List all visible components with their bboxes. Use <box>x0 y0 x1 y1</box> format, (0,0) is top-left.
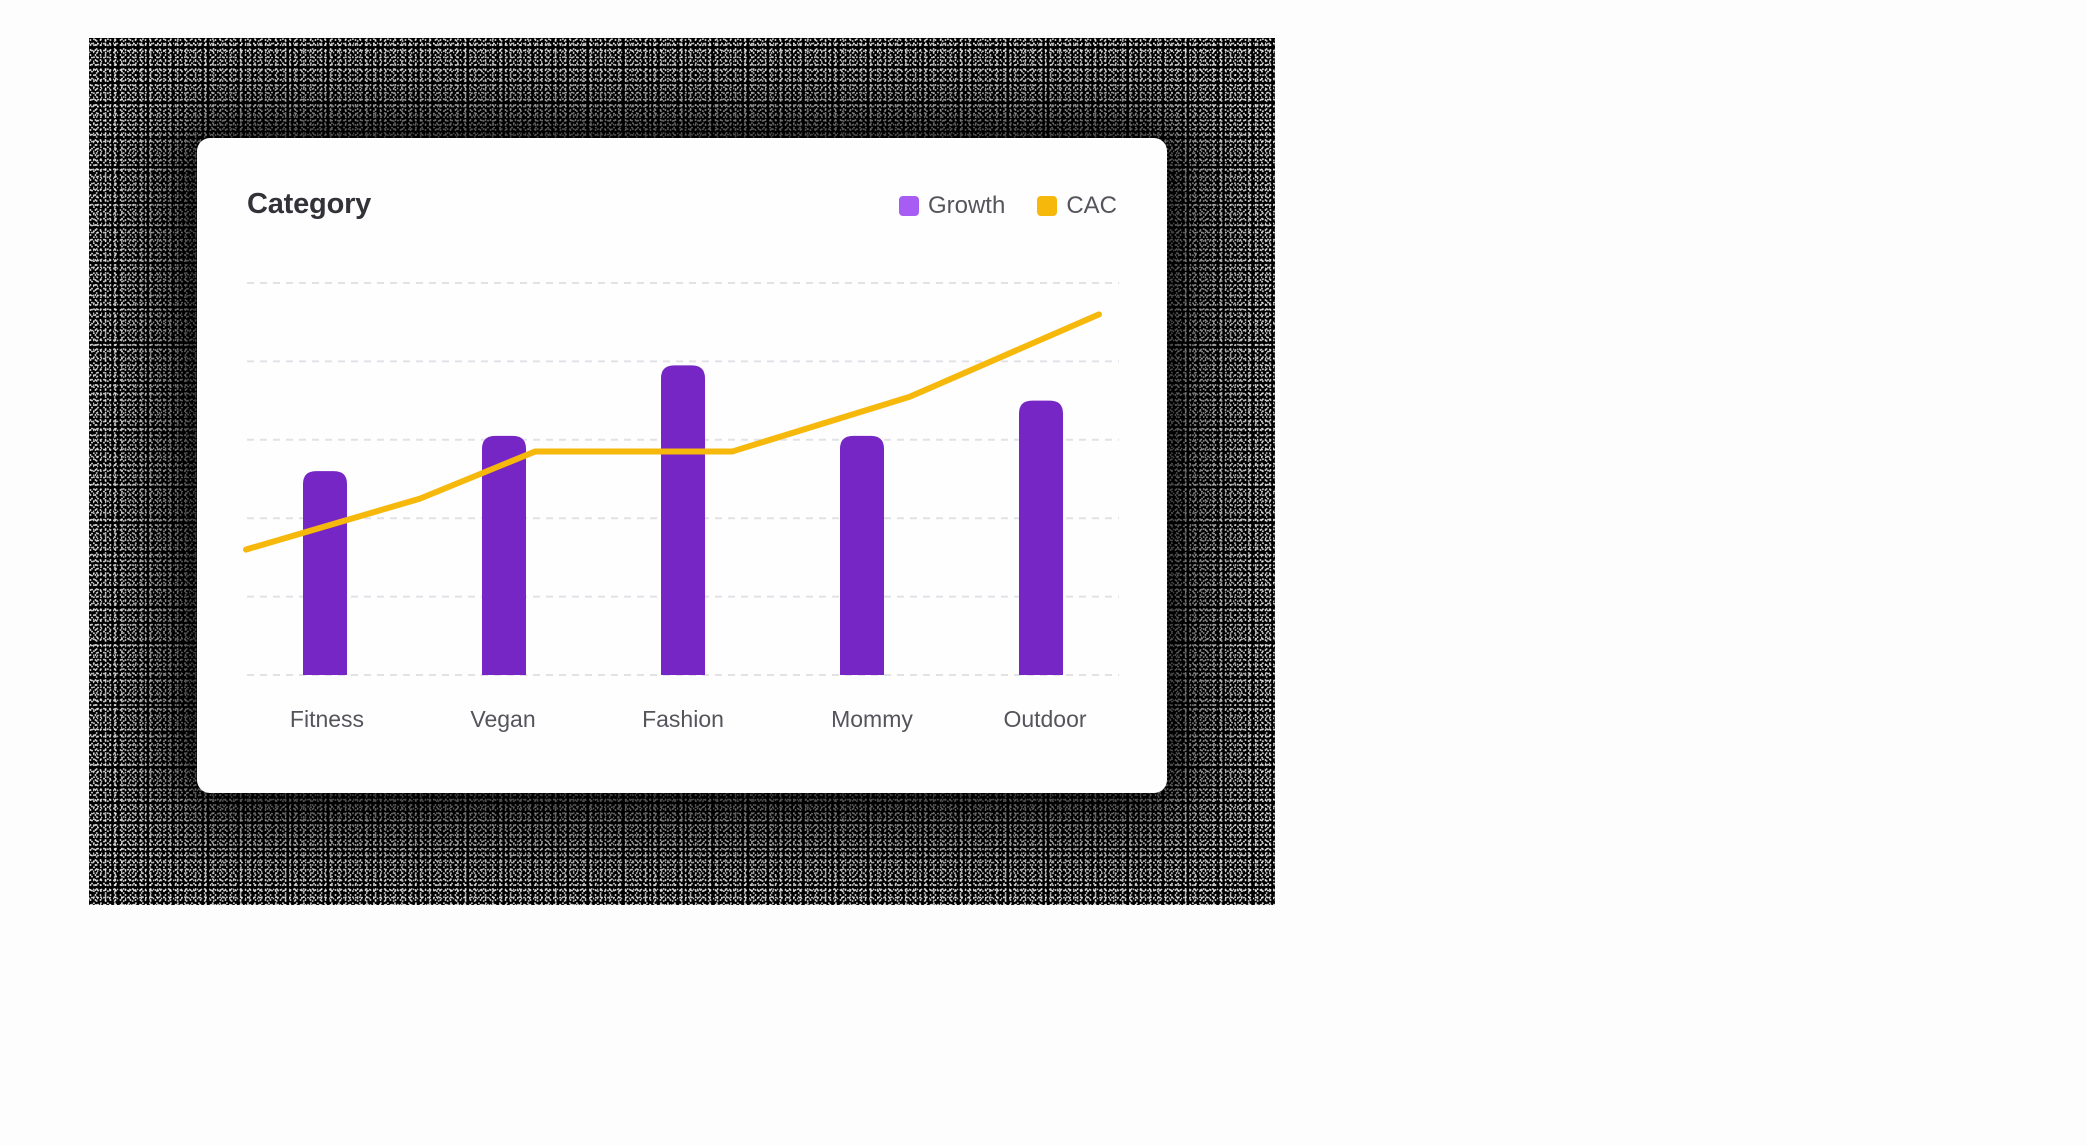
growth-bar-outdoor[interactable] <box>1019 400 1063 675</box>
x-label-outdoor: Outdoor <box>1003 706 1087 732</box>
legend-item-cac[interactable]: CAC <box>1037 194 1117 218</box>
legend-label-growth: Growth <box>927 192 1006 219</box>
x-label-vegan: Vegan <box>470 706 536 732</box>
x-label-fitness: Fitness <box>289 706 365 732</box>
legend-label-cac: CAC <box>1066 192 1117 219</box>
growth-bar-fashion[interactable] <box>661 365 705 675</box>
chart-legend: Growth CAC <box>898 192 1117 219</box>
gridlines <box>247 282 1119 676</box>
growth-bar-mommy[interactable] <box>840 435 884 675</box>
chart-title: Category <box>247 188 372 220</box>
cac-swatch-icon <box>1037 196 1058 216</box>
growth-bar-vegan[interactable] <box>482 435 526 675</box>
x-label-mommy: Mommy <box>831 706 913 732</box>
growth-swatch-icon <box>898 196 919 216</box>
growth-bars <box>303 365 1063 675</box>
chart-card: Category Growth CAC Fitness Vegan Fashion M… <box>197 138 1167 793</box>
growth-bar-fitness[interactable] <box>303 471 347 675</box>
cac-line[interactable] <box>243 311 1102 553</box>
chart-plot-area <box>243 282 1119 676</box>
x-label-fashion: Fashion <box>642 706 724 732</box>
legend-item-growth[interactable]: Growth <box>898 192 1006 219</box>
